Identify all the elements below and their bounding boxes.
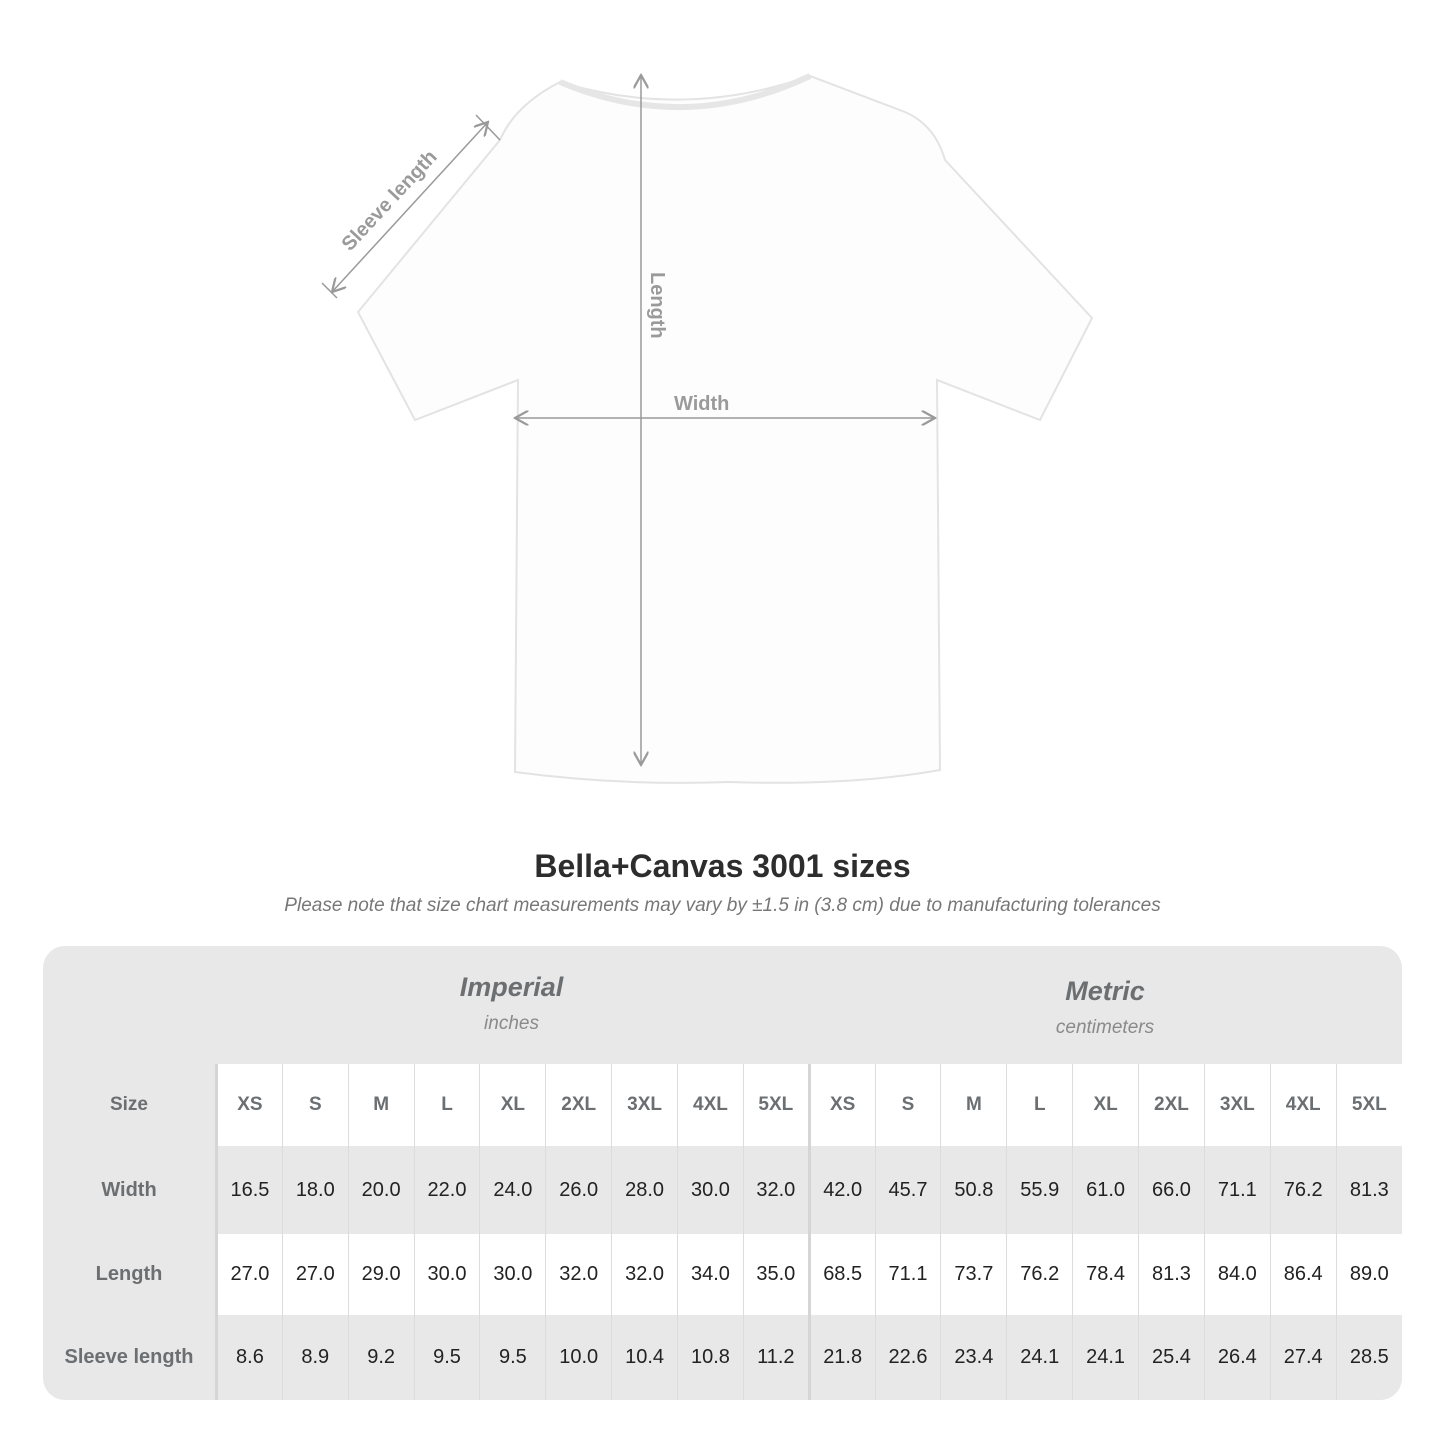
metric-header: Metric centimeters [808,946,1402,1094]
metric-value-cell: 27.4 [1269,1315,1337,1400]
metric-value-cell: 89.0 [1335,1234,1402,1315]
size-table-panel: Imperial inches Metric centimeters Size X… [43,946,1402,1400]
imperial-value-cell: 32.0 [611,1234,678,1315]
imperial-value-cell: 27.0 [281,1234,349,1315]
imperial-size-2xl: 2XL [545,1064,612,1146]
imperial-header: Imperial inches [215,946,808,1090]
imperial-value-cell: 35.0 [742,1234,810,1315]
metric-size-3xl: 3XL [1203,1064,1271,1146]
imperial-title: Imperial [459,972,564,1002]
table-row: Width 16.5 18.0 20.0 22.0 24.0 26.0 28.0 30.0 32.… [43,1146,1402,1234]
metric-value-cell: 81.3 [1138,1234,1205,1315]
imperial-value-cell: 8.6 [215,1315,283,1400]
length-label: Length [646,272,668,339]
metric-value-cell: 42.0 [807,1146,876,1234]
tolerance-note: Please note that size chart measurements… [284,895,1161,916]
metric-value-cell: 45.7 [874,1146,941,1234]
imperial-size-5xl: 5XL [742,1064,810,1146]
imperial-value-cell: 9.5 [479,1315,546,1400]
metric-value-cell: 24.1 [1006,1315,1073,1400]
imperial-value-cell: 11.2 [742,1315,810,1400]
imperial-value-cell: 16.5 [215,1146,283,1234]
imperial-size-s: S [281,1064,349,1146]
metric-value-cell: 66.0 [1138,1146,1205,1234]
metric-title: Metric [1065,976,1145,1006]
metric-size-5xl: 5XL [1335,1064,1402,1146]
sleeve-length-arrow [332,122,488,292]
imperial-value-cell: 32.0 [545,1234,612,1315]
imperial-size-3xl: 3XL [611,1064,678,1146]
metric-size-s: S [874,1064,941,1146]
imperial-value-cell: 30.0 [677,1146,744,1234]
imperial-size-xl: XL [479,1064,546,1146]
imperial-value-cell: 26.0 [545,1146,612,1234]
metric-value-cell: 84.0 [1203,1234,1271,1315]
metric-size-4xl: 4XL [1269,1064,1337,1146]
tshirt-diagram: Sleeve length Length Width [321,73,1094,784]
metric-value-cell: 24.1 [1072,1315,1139,1400]
row-label: Sleeve length [64,1346,194,1368]
imperial-value-cell: 9.5 [413,1315,480,1400]
tshirt-shape [356,74,1094,784]
metric-value-cell: 50.8 [940,1146,1007,1234]
size-header-row: Size XS S M L XL 2XL 3XL 4XL 5XL XS S M L XL 2XL 3XL 4XL 5… [43,1064,1402,1146]
imperial-value-cell: 30.0 [479,1234,546,1315]
metric-value-cell: 68.5 [807,1234,876,1315]
metric-value-cell: 86.4 [1269,1234,1337,1315]
metric-value-cell: 61.0 [1072,1146,1139,1234]
imperial-value-cell: 34.0 [677,1234,744,1315]
metric-value-cell: 28.5 [1335,1315,1402,1400]
metric-value-cell: 21.8 [807,1315,876,1400]
imperial-value-cell: 20.0 [347,1146,415,1234]
imperial-size-m: M [347,1064,415,1146]
size-header-label: Size [109,1094,149,1115]
imperial-value-cell: 10.0 [545,1315,612,1400]
imperial-value-cell: 10.8 [677,1315,744,1400]
imperial-value-cell: 29.0 [347,1234,415,1315]
metric-value-cell: 76.2 [1269,1146,1337,1234]
imperial-size-4xl: 4XL [677,1064,744,1146]
metric-value-cell: 25.4 [1138,1315,1205,1400]
imperial-value-cell: 10.4 [611,1315,678,1400]
metric-value-cell: 55.9 [1006,1146,1073,1234]
metric-value-cell: 71.1 [1203,1146,1271,1234]
size-table: Size XS S M L XL 2XL 3XL 4XL 5XL XS S M L XL 2XL 3XL 4XL 5… [43,1064,1402,1400]
metric-unit: centimeters [1055,1017,1155,1038]
metric-value-cell: 23.4 [940,1315,1007,1400]
metric-size-xl: XL [1072,1064,1139,1146]
imperial-value-cell: 32.0 [742,1146,810,1234]
table-row: Sleeve length 8.6 8.9 9.2 9.5 9.5 10.0 10.4 10.8… [43,1315,1402,1400]
imperial-value-cell: 9.2 [347,1315,415,1400]
page-title: Bella+Canvas 3001 sizes [534,848,911,884]
imperial-value-cell: 22.0 [413,1146,480,1234]
metric-size-l: L [1006,1064,1073,1146]
imperial-unit: inches [484,1013,539,1034]
imperial-size-l: L [413,1064,480,1146]
metric-size-xs: XS [807,1064,876,1146]
metric-size-m: M [940,1064,1007,1146]
imperial-value-cell: 24.0 [479,1146,546,1234]
metric-value-cell: 81.3 [1335,1146,1402,1234]
row-label: Length [95,1263,163,1285]
metric-value-cell: 22.6 [874,1315,941,1400]
row-label: Width [101,1178,157,1201]
imperial-value-cell: 28.0 [611,1146,678,1234]
imperial-size-xs: XS [215,1064,283,1146]
imperial-value-cell: 27.0 [215,1234,283,1315]
metric-size-2xl: 2XL [1138,1064,1205,1146]
metric-value-cell: 71.1 [874,1234,941,1315]
metric-value-cell: 76.2 [1006,1234,1073,1315]
metric-value-cell: 78.4 [1072,1234,1139,1315]
table-row: Length 27.0 27.0 29.0 30.0 30.0 32.0 32.0 34.0 35… [43,1234,1402,1315]
imperial-value-cell: 18.0 [281,1146,349,1234]
metric-value-cell: 73.7 [940,1234,1007,1315]
imperial-value-cell: 8.9 [281,1315,349,1400]
metric-value-cell: 26.4 [1203,1315,1271,1400]
width-label: Width [674,393,729,415]
imperial-value-cell: 30.0 [413,1234,480,1315]
